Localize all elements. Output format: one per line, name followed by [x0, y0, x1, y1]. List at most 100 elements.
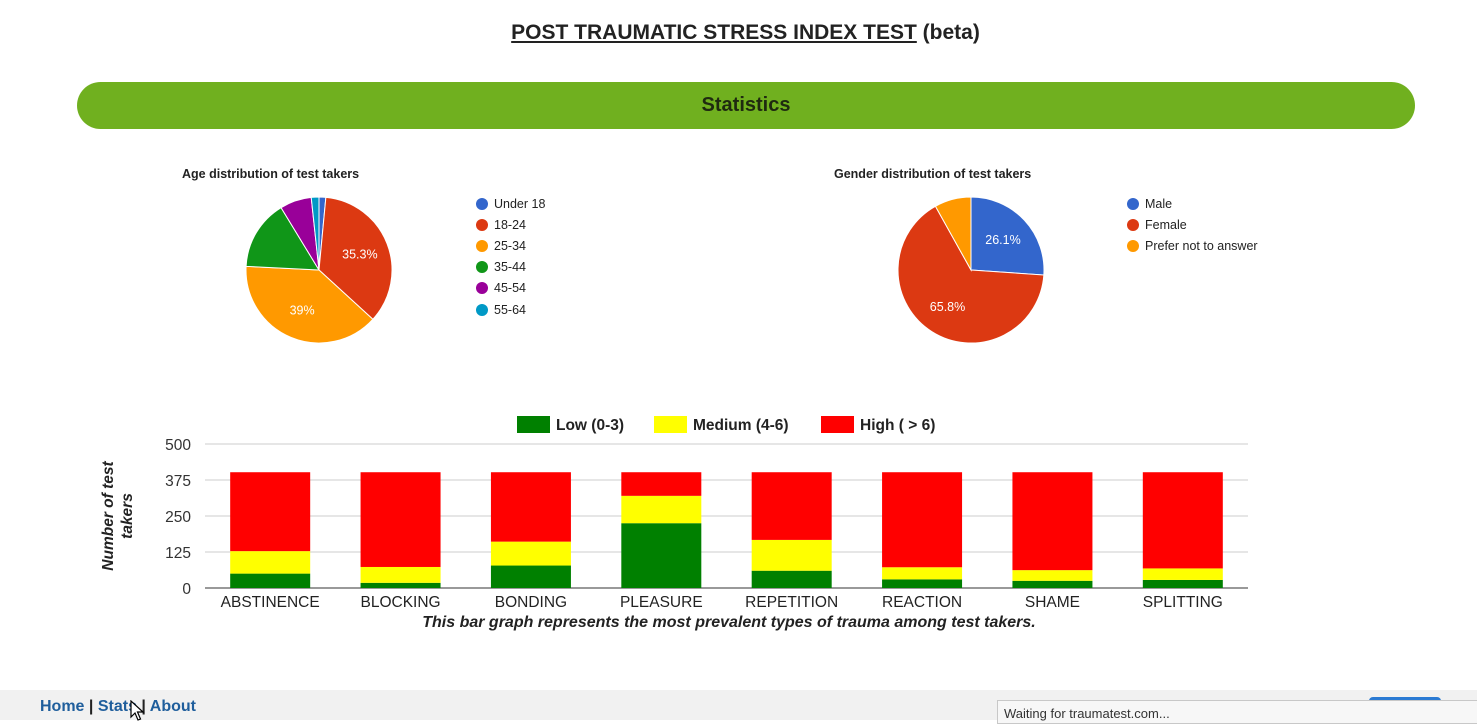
bar-segment-high-bonding[interactable]: [490, 472, 571, 542]
legend-swatch: [476, 197, 488, 210]
bar-segment-low-blocking[interactable]: [360, 582, 441, 588]
pie-slice-prefer-not-to-answer[interactable]: [934, 196, 972, 272]
legend-item[interactable]: 35-44: [476, 257, 545, 278]
legend-item[interactable]: 55-64: [476, 299, 545, 320]
legend-swatch: [1127, 218, 1139, 231]
bar-segment-high-reaction[interactable]: [882, 472, 963, 568]
legend-label: Female: [1145, 217, 1187, 232]
bar-segment-high-blocking[interactable]: [360, 472, 441, 567]
bar-legend-label[interactable]: Medium (4-6): [693, 417, 789, 434]
browser-status-text: Waiting for traumatest.com...: [1004, 706, 1170, 721]
age-legend: Under 18 18-24 25-34 35-44 45-54 55-64: [476, 193, 545, 320]
pie-slice-female[interactable]: [897, 205, 1045, 344]
bar-legend-swatch: [654, 416, 687, 433]
nav-home-link[interactable]: Home: [40, 698, 85, 715]
page-title-suffix: (beta): [922, 21, 980, 44]
bar-segment-low-splitting[interactable]: [1142, 579, 1223, 588]
nav-about-link[interactable]: About: [149, 698, 196, 715]
bar-segment-medium-pleasure[interactable]: [621, 495, 702, 524]
bar-segment-medium-abstinence[interactable]: [230, 551, 311, 574]
page-title-main: POST TRAUMATIC STRESS INDEX TEST: [511, 21, 917, 44]
bar-segment-high-abstinence[interactable]: [230, 472, 311, 552]
bar-segment-high-shame[interactable]: [1012, 472, 1093, 571]
bar-segment-high-pleasure[interactable]: [621, 472, 702, 496]
bar-segment-low-shame[interactable]: [1012, 580, 1093, 588]
bar-segment-low-pleasure[interactable]: [621, 523, 702, 588]
pie-slice-55-64[interactable]: [310, 196, 320, 271]
legend-swatch: [1127, 239, 1139, 252]
bar-legend-label[interactable]: Low (0-3): [556, 417, 624, 434]
bar-segment-medium-reaction[interactable]: [882, 567, 963, 580]
legend-swatch: [1127, 197, 1139, 210]
legend-item[interactable]: Prefer not to answer: [1127, 235, 1258, 256]
statistics-header: Statistics: [77, 82, 1415, 129]
pie-slice-35-44[interactable]: [245, 206, 320, 271]
page-title: POST TRAUMATIC STRESS INDEX TEST (beta): [0, 21, 1477, 45]
bar-segment-medium-shame[interactable]: [1012, 570, 1093, 581]
y-tick-label: 125: [165, 545, 191, 562]
y-tick-label: 375: [165, 473, 191, 490]
x-tick-label: BLOCKING: [361, 594, 441, 611]
legend-swatch: [476, 218, 488, 231]
bar-segment-medium-repetition[interactable]: [751, 539, 832, 571]
legend-label: Male: [1145, 196, 1173, 211]
bar-segment-low-bonding[interactable]: [490, 565, 571, 588]
x-tick-label: PLEASURE: [620, 594, 703, 611]
footer-nav: Home | Stats | About: [40, 698, 196, 716]
y-tick-label: 0: [182, 581, 191, 598]
legend-item[interactable]: Male: [1127, 193, 1258, 214]
chart-caption: This bar graph represents the most preva…: [422, 614, 1036, 631]
bar-segment-medium-splitting[interactable]: [1142, 568, 1223, 580]
pie-slice-18-24[interactable]: [318, 196, 393, 321]
pie-slice-label: 26.1%: [985, 233, 1020, 247]
x-tick-label: SPLITTING: [1143, 594, 1223, 611]
legend-label: Prefer not to answer: [1145, 238, 1258, 253]
y-tick-label: 250: [165, 509, 191, 526]
bar-segment-high-splitting[interactable]: [1142, 472, 1223, 569]
legend-item[interactable]: 45-54: [476, 278, 545, 299]
x-tick-label: REACTION: [882, 594, 962, 611]
legend-label: 25-34: [494, 238, 526, 253]
legend-item[interactable]: 25-34: [476, 235, 545, 256]
mouse-cursor-icon: [130, 700, 145, 721]
legend-item[interactable]: 18-24: [476, 214, 545, 235]
gender-chart-title: Gender distribution of test takers: [834, 167, 1032, 181]
x-tick-label: BONDING: [495, 594, 567, 611]
legend-label: Under 18: [494, 196, 546, 211]
legend-swatch: [476, 282, 488, 295]
statistics-header-label: Statistics: [701, 94, 791, 116]
pie-slice-male[interactable]: [970, 196, 1045, 276]
legend-label: 55-64: [494, 302, 526, 317]
nav-stats-link[interactable]: Stats: [97, 698, 137, 715]
gender-pie-chart: 26.1% 65.8%: [897, 196, 1045, 344]
x-tick-label: REPETITION: [745, 594, 838, 611]
legend-swatch: [476, 261, 488, 274]
bar-legend-swatch: [821, 416, 854, 433]
x-tick-label: SHAME: [1025, 594, 1080, 611]
pie-slice-label: 39%: [290, 303, 315, 317]
browser-status-bubble: Waiting for traumatest.com...: [997, 700, 1477, 724]
pie-slice-label: 35.3%: [342, 247, 377, 261]
bar-legend-swatch: [517, 416, 550, 433]
bar-legend-label[interactable]: High ( > 6): [860, 417, 935, 434]
nav-separator: |: [88, 698, 94, 715]
y-axis-title: Number of test takers: [100, 460, 136, 570]
legend-label: 35-44: [494, 260, 526, 275]
pie-slice-label: 65.8%: [930, 300, 965, 314]
legend-item[interactable]: Female: [1127, 214, 1258, 235]
legend-label: 45-54: [494, 281, 526, 296]
bar-segment-medium-bonding[interactable]: [490, 541, 571, 566]
bar-segment-low-abstinence[interactable]: [230, 573, 311, 588]
legend-label: 18-24: [494, 217, 526, 232]
bar-segment-low-repetition[interactable]: [751, 570, 832, 588]
x-tick-label: ABSTINENCE: [221, 594, 320, 611]
legend-swatch: [476, 239, 488, 252]
age-pie-chart: 35.3% 39%: [245, 196, 393, 344]
bar-segment-medium-blocking[interactable]: [360, 566, 441, 583]
bar-segment-low-reaction[interactable]: [882, 579, 963, 588]
age-chart-title: Age distribution of test takers: [182, 167, 360, 181]
pie-slice-25-34[interactable]: [245, 265, 374, 344]
legend-item[interactable]: Under 18: [476, 193, 545, 214]
bar-segment-high-repetition[interactable]: [751, 472, 832, 540]
gender-legend: Male Female Prefer not to answer: [1127, 193, 1258, 257]
